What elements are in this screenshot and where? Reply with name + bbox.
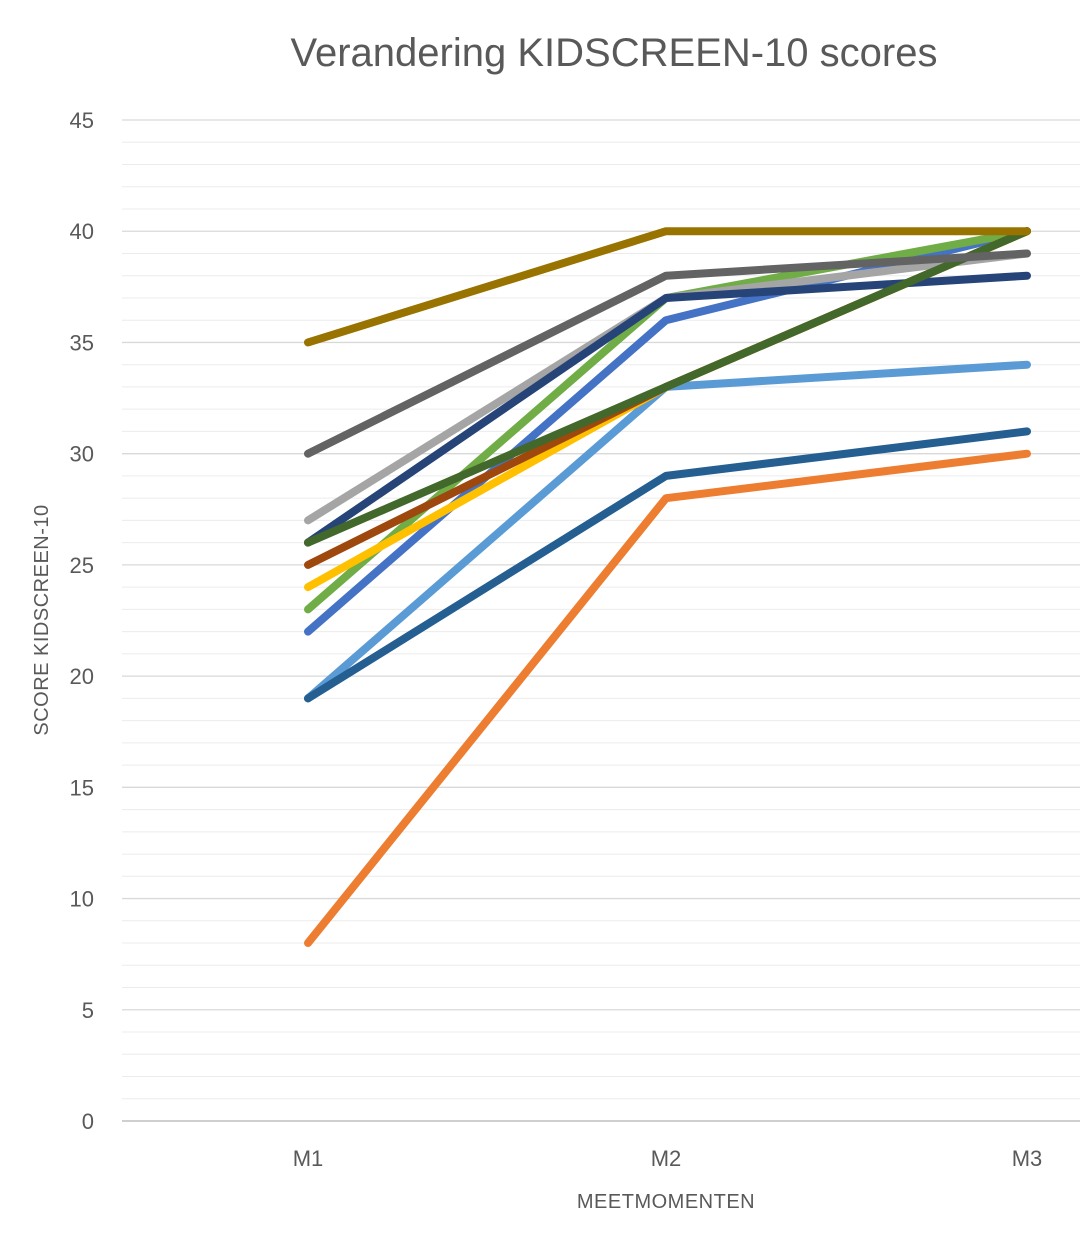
- y-tick-label: 5: [82, 998, 94, 1023]
- y-tick-label: 35: [70, 330, 94, 355]
- y-axis-title: SCORE KIDSCREEN-10: [31, 504, 53, 735]
- series-line: [304, 227, 1031, 614]
- series-line: [304, 249, 1031, 458]
- series-line: [304, 427, 1031, 703]
- series-line: [304, 227, 1031, 347]
- y-tick-label: 30: [70, 442, 94, 467]
- series-lines: [304, 227, 1031, 947]
- y-tick-label: 20: [70, 664, 94, 689]
- chart-title: Verandering KIDSCREEN-10 scores: [291, 31, 938, 75]
- x-tick-label: M2: [651, 1146, 682, 1171]
- y-tick-label: 10: [70, 887, 94, 912]
- y-tick-label: 0: [82, 1109, 94, 1134]
- y-tick-label: 40: [70, 219, 94, 244]
- y-axis-ticks: 0 5 10 15 20 25 30 35 40 45: [70, 108, 94, 1134]
- x-tick-label: M3: [1012, 1146, 1043, 1171]
- series-line: [304, 360, 1031, 703]
- x-axis-title: MEETMOMENTEN: [577, 1191, 755, 1213]
- x-axis-ticks: M1 M2 M3: [293, 1146, 1043, 1171]
- series-line: [304, 449, 1031, 947]
- x-tick-label: M1: [293, 1146, 324, 1171]
- series-line: [304, 227, 1031, 547]
- y-tick-label: 45: [70, 108, 94, 133]
- y-tick-label: 25: [70, 553, 94, 578]
- y-tick-label: 15: [70, 775, 94, 800]
